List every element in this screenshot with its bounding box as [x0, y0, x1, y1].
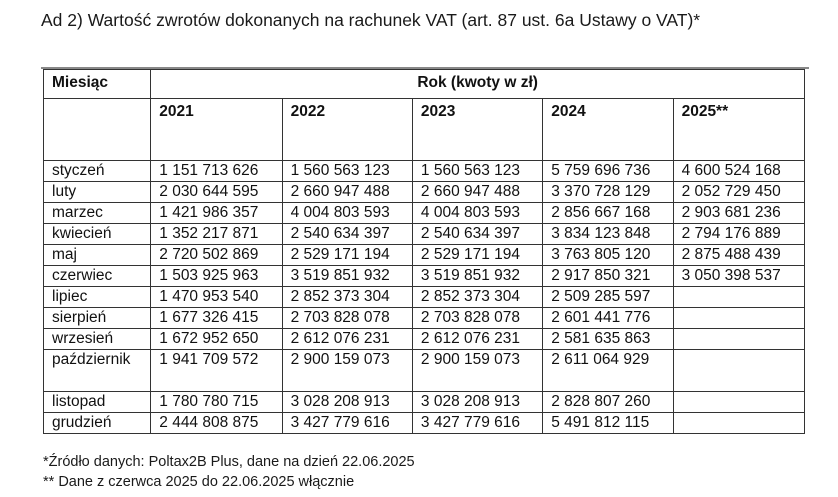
value-cell: 1 470 953 540: [150, 286, 283, 308]
value-cell: 2 540 634 397: [411, 223, 544, 245]
table-row: sierpień 1 677 326 415 2 703 828 078 2 703 …: [42, 307, 806, 329]
value-cell: 3 050 398 537: [672, 265, 806, 287]
value-cell: 1 560 563 123: [281, 160, 413, 182]
value-cell: 3 519 851 932: [281, 265, 413, 287]
month-cell: styczeń: [42, 160, 152, 182]
value-cell: 5 759 696 736: [542, 160, 674, 182]
value-cell: [672, 412, 806, 434]
value-cell: 2 852 373 304: [411, 286, 544, 308]
month-cell: maj: [42, 244, 152, 266]
value-cell: 2 703 828 078: [411, 307, 544, 329]
value-cell: 3 427 779 616: [411, 412, 544, 434]
table-row: październik 1 941 709 572 2 900 159 073 2 9…: [42, 349, 806, 392]
value-cell: 1 941 709 572: [150, 349, 283, 392]
value-cell: 4 004 803 593: [281, 202, 413, 224]
value-cell: 1 677 326 415: [150, 307, 283, 329]
table-year-row: 2021 2022 2023 2024 2025**: [42, 98, 806, 161]
value-cell: 2 612 076 231: [411, 328, 544, 350]
value-cell: 2 611 064 929: [542, 349, 674, 392]
value-cell: 2 052 729 450: [672, 181, 806, 203]
month-cell: sierpień: [42, 307, 152, 329]
value-cell: 2 030 644 595: [150, 181, 283, 203]
value-cell: 2 581 635 863: [542, 328, 674, 350]
value-cell: 1 560 563 123: [411, 160, 544, 182]
month-cell: październik: [42, 349, 152, 392]
value-cell: 3 763 805 120: [542, 244, 674, 266]
value-cell: 3 370 728 129: [542, 181, 674, 203]
value-cell: 2 509 285 597: [542, 286, 674, 308]
value-cell: 2 852 373 304: [281, 286, 413, 308]
table-row: styczeń 1 151 713 626 1 560 563 123 1 560 5…: [42, 160, 806, 182]
value-cell: 2 601 441 776: [542, 307, 674, 329]
value-cell: 2 900 159 073: [281, 349, 413, 392]
year-header: 2023: [411, 98, 544, 161]
year-header: 2024: [542, 98, 674, 161]
table-row: kwiecień 1 352 217 871 2 540 634 397 2 540 …: [42, 223, 806, 245]
value-cell: 2 660 947 488: [411, 181, 544, 203]
year-group-header: Rok (kwoty w zł): [150, 69, 805, 99]
month-cell: marzec: [42, 202, 152, 224]
value-cell: 4 004 803 593: [411, 202, 544, 224]
table-row: wrzesień 1 672 952 650 2 612 076 231 2 612 …: [42, 328, 806, 350]
value-cell: 2 903 681 236: [672, 202, 806, 224]
footnote-source: *Źródło danych: Poltax2B Plus, dane na d…: [43, 454, 415, 470]
month-cell: luty: [42, 181, 152, 203]
divider: [41, 67, 809, 69]
value-cell: 2 794 176 889: [672, 223, 806, 245]
table-row: luty 2 030 644 595 2 660 947 488 2 660 947 …: [42, 181, 806, 203]
value-cell: 2 900 159 073: [411, 349, 544, 392]
document-title: Ad 2) Wartość zwrotów dokonanych na rach…: [41, 10, 701, 30]
value-cell: [672, 328, 806, 350]
value-cell: 2 444 808 875: [150, 412, 283, 434]
value-cell: 2 529 171 194: [411, 244, 544, 266]
value-cell: [672, 349, 806, 392]
value-cell: 2 828 807 260: [542, 391, 674, 413]
value-cell: 1 151 713 626: [150, 160, 283, 182]
value-cell: 1 780 780 715: [150, 391, 283, 413]
value-cell: 3 427 779 616: [281, 412, 413, 434]
table-row: marzec 1 421 986 357 4 004 803 593 4 004 80…: [42, 202, 806, 224]
footnote-period: ** Dane z czerwca 2025 do 22.06.2025 włą…: [43, 474, 355, 490]
year-header: 2021: [150, 98, 283, 161]
value-cell: 5 491 812 115: [542, 412, 674, 434]
value-cell: 2 703 828 078: [281, 307, 413, 329]
month-cell: wrzesień: [42, 328, 152, 350]
value-cell: 2 540 634 397: [281, 223, 413, 245]
value-cell: 2 660 947 488: [281, 181, 413, 203]
value-cell: 1 352 217 871: [150, 223, 283, 245]
value-cell: 1 672 952 650: [150, 328, 283, 350]
value-cell: 3 028 208 913: [411, 391, 544, 413]
value-cell: 2 720 502 869: [150, 244, 283, 266]
month-cell: czerwiec: [42, 265, 152, 287]
month-cell: lipiec: [42, 286, 152, 308]
table-row: grudzień 2 444 808 875 3 427 779 616 3 427 …: [42, 412, 806, 434]
month-cell: grudzień: [42, 412, 152, 434]
table-row: czerwiec 1 503 925 963 3 519 851 932 3 519 …: [42, 265, 806, 287]
value-cell: 2 856 667 168: [542, 202, 674, 224]
value-cell: [672, 391, 806, 413]
value-cell: 3 519 851 932: [411, 265, 544, 287]
month-column-header: Miesiąc: [42, 69, 152, 99]
table-header-row: Miesiąc Rok (kwoty w zł): [42, 69, 805, 99]
value-cell: 1 503 925 963: [150, 265, 283, 287]
vat-refunds-table: Miesiąc Rok (kwoty w zł) 2021 2022 2023 …: [42, 69, 806, 434]
value-cell: 4 600 524 168: [672, 160, 806, 182]
table-row: listopad 1 780 780 715 3 028 208 913 3 028 …: [42, 391, 806, 413]
empty-header-cell: [42, 98, 152, 161]
value-cell: [672, 286, 806, 308]
value-cell: 3 028 208 913: [281, 391, 413, 413]
month-cell: kwiecień: [42, 223, 152, 245]
value-cell: 2 875 488 439: [672, 244, 806, 266]
value-cell: 2 529 171 194: [281, 244, 413, 266]
value-cell: 2 917 850 321: [542, 265, 674, 287]
table-row: maj 2 720 502 869 2 529 171 194 2 529 171 1…: [42, 244, 806, 266]
value-cell: 1 421 986 357: [150, 202, 283, 224]
value-cell: [672, 307, 806, 329]
year-header: 2022: [281, 98, 413, 161]
value-cell: 2 612 076 231: [281, 328, 413, 350]
table-row: lipiec 1 470 953 540 2 852 373 304 2 852 37…: [42, 286, 806, 308]
year-header: 2025**: [672, 98, 806, 161]
month-cell: listopad: [42, 391, 152, 413]
value-cell: 3 834 123 848: [542, 223, 674, 245]
